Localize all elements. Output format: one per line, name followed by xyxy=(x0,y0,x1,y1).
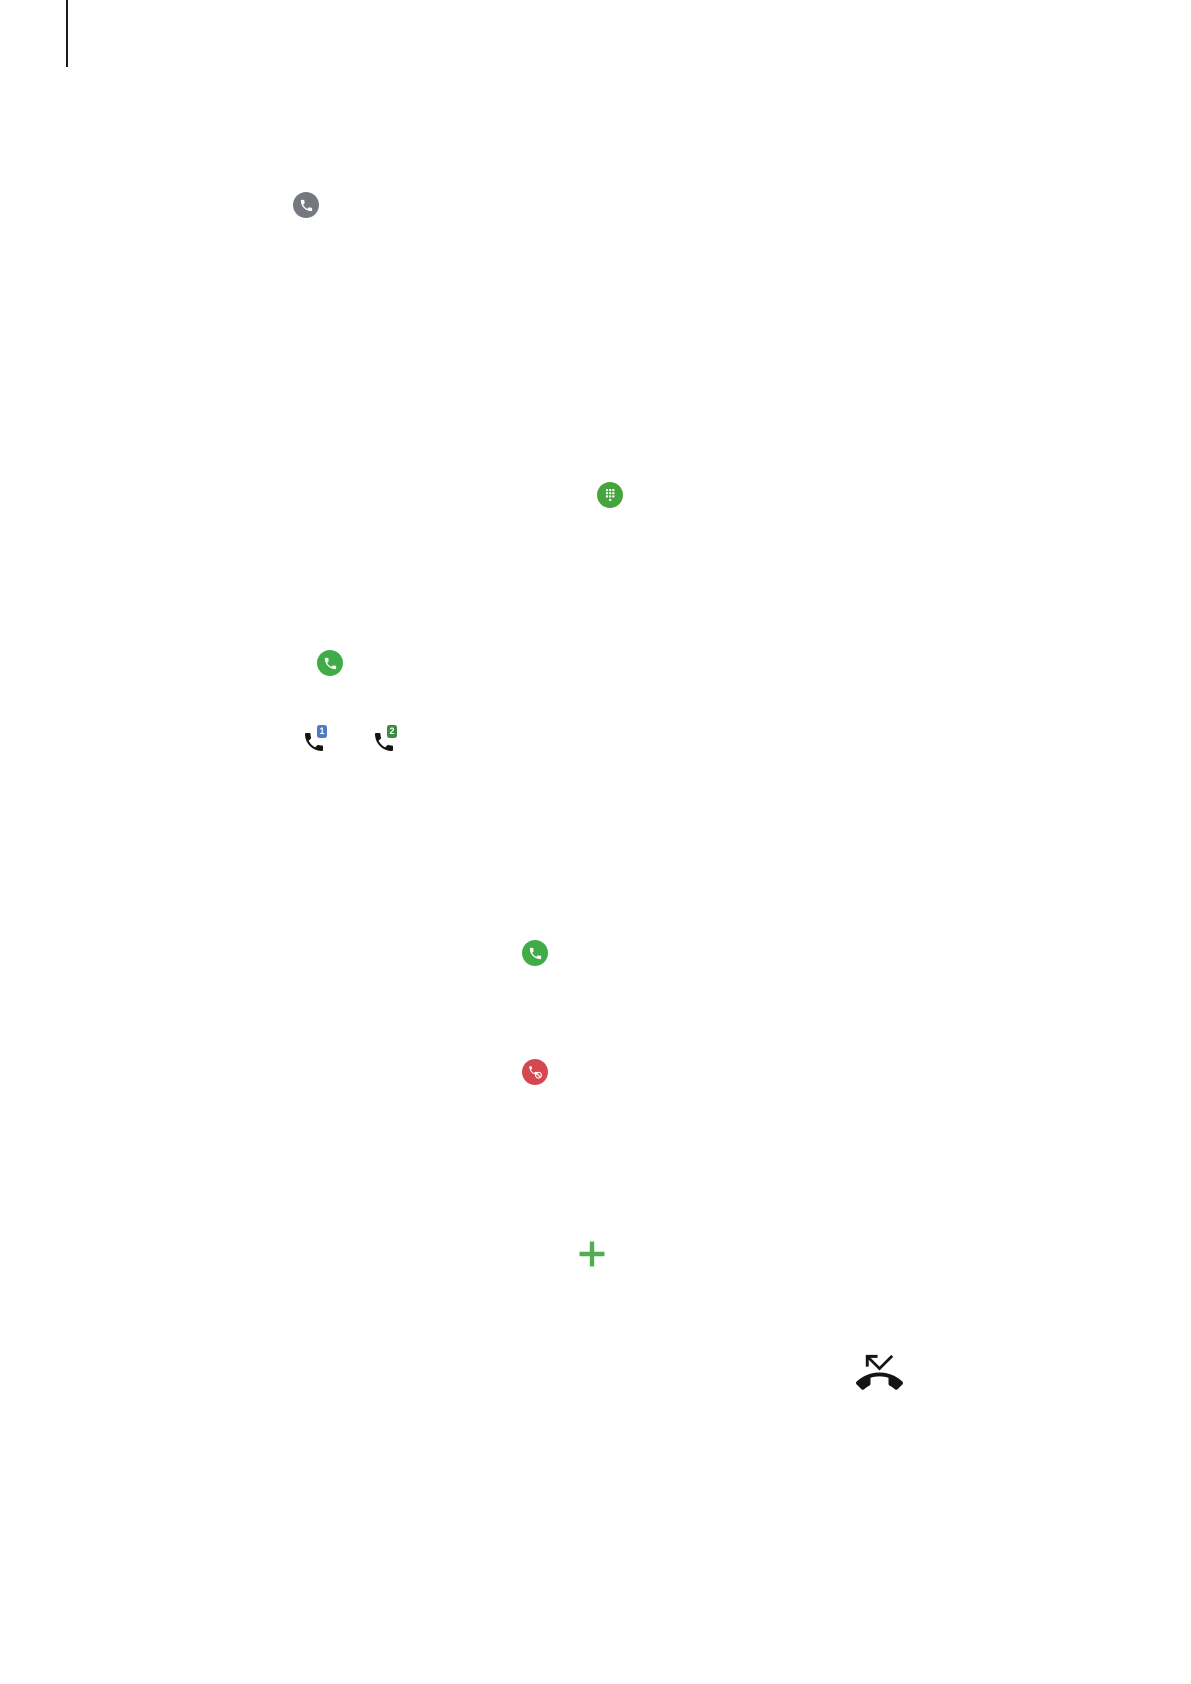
blocked-call-icon xyxy=(522,1059,548,1085)
missed-call-glyph xyxy=(856,1354,904,1390)
page-margin-rule xyxy=(66,0,68,67)
phone-icon xyxy=(293,192,319,218)
phone-handset-glyph xyxy=(529,947,541,959)
sim2-badge: 2 xyxy=(387,725,397,738)
phone-handset-glyph xyxy=(305,733,323,751)
sim1-badge: 1 xyxy=(317,725,327,738)
sim2-phone-icon: 2 xyxy=(372,725,399,755)
blocked-call-glyph xyxy=(528,1065,542,1079)
dialpad-dots-glyph xyxy=(605,488,614,501)
phone-handset-glyph xyxy=(300,199,312,211)
plus-icon xyxy=(578,1240,606,1273)
missed-call-icon xyxy=(856,1349,904,1401)
phone-call-icon xyxy=(317,650,343,676)
dialpad-icon xyxy=(597,482,623,508)
phone-call-icon xyxy=(522,940,548,966)
sim1-phone-icon: 1 xyxy=(302,725,329,755)
plus-glyph xyxy=(579,1241,605,1267)
phone-handset-glyph xyxy=(375,733,393,751)
phone-handset-glyph xyxy=(324,657,336,669)
